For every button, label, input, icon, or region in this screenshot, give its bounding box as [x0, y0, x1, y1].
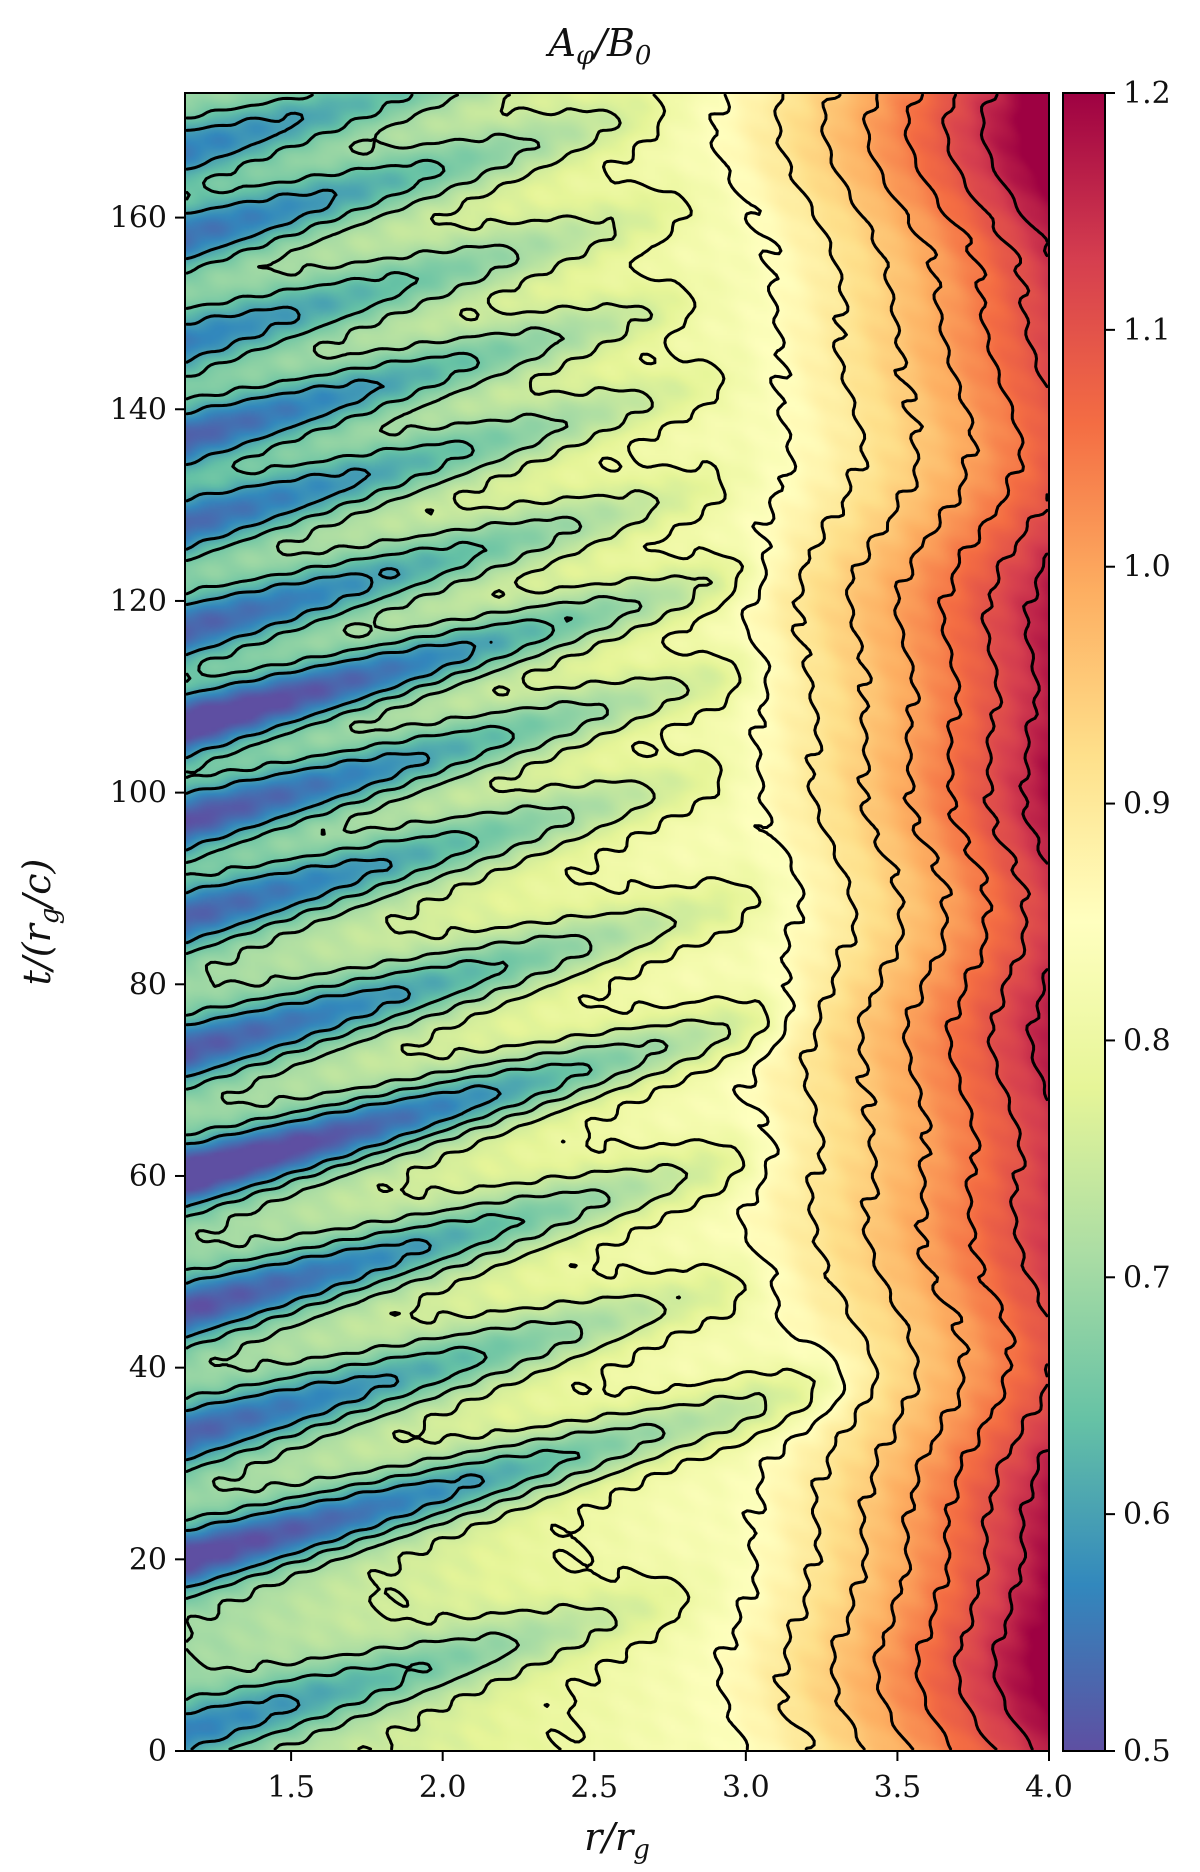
colorbar-gradient [1063, 93, 1105, 1751]
contour-level [772, 93, 880, 1751]
heatmap-area [185, 93, 1049, 1751]
colorbar-tick-label: 0.7 [1123, 1260, 1171, 1295]
contour-level [903, 93, 1025, 1751]
x-tick-label: 2.0 [419, 1770, 467, 1805]
colorbar-ticks: 0.5 0.6 0.7 0.8 0.9 1.0 1.1 1.2 [1105, 76, 1171, 1769]
y-tick-label: 60 [129, 1159, 167, 1194]
y-axis: 0 20 40 60 80 100 120 140 160 [110, 201, 185, 1769]
y-tick-label: 0 [148, 1734, 167, 1769]
contour-level [185, 93, 593, 1751]
y-tick-label: 20 [129, 1542, 167, 1577]
x-tick-label: 3.5 [874, 1770, 922, 1805]
y-tick-label: 160 [110, 201, 167, 236]
x-axis: 1.5 2.0 2.5 3.0 3.5 4.0 [267, 1751, 1073, 1805]
contour-level [543, 93, 816, 1751]
y-tick-label: 80 [129, 967, 167, 1002]
y-tick-label: 100 [110, 776, 167, 811]
contour-level [820, 93, 924, 1751]
colorbar-tick-label: 1.0 [1123, 550, 1171, 585]
contour-lines [185, 93, 1049, 1751]
contour-level [185, 93, 669, 1751]
y-tick-label: 120 [110, 584, 167, 619]
x-axis-title: r/rg [584, 1815, 650, 1865]
plot-frame [184, 92, 1050, 1752]
contour-level [862, 93, 981, 1751]
y-tick-label: 140 [110, 392, 167, 427]
x-tick-label: 1.5 [267, 1770, 315, 1805]
colorbar-tick-label: 0.6 [1123, 1497, 1171, 1532]
x-tick-label: 2.5 [570, 1770, 618, 1805]
colorbar-tick-label: 0.8 [1123, 1023, 1171, 1058]
x-tick-label: 3.0 [722, 1770, 770, 1805]
contour-level [185, 111, 502, 1751]
contour-level [708, 93, 847, 1751]
colorbar-frame [1062, 92, 1106, 1752]
contour-level [941, 93, 1049, 1751]
x-tick-label: 4.0 [1025, 1770, 1073, 1805]
colorbar-tick-label: 1.1 [1123, 313, 1171, 348]
heatmap-image [185, 93, 1049, 1751]
y-tick-label: 40 [129, 1351, 167, 1386]
colorbar-tick-label: 1.2 [1123, 76, 1171, 111]
chart-title: Aφ/B0 [546, 21, 652, 71]
contour-level [357, 93, 768, 1751]
y-axis-title: t/(rg/c) [15, 859, 65, 986]
colorbar-tick-label: 0.9 [1123, 787, 1171, 822]
colorbar: 0.5 0.6 0.7 0.8 0.9 1.0 1.1 1.2 [1062, 76, 1171, 1769]
colorbar-tick-label: 0.5 [1123, 1734, 1171, 1769]
y-axis-title-wrap: t/(rg/c) [15, 859, 65, 986]
contour-level [979, 93, 1049, 1751]
